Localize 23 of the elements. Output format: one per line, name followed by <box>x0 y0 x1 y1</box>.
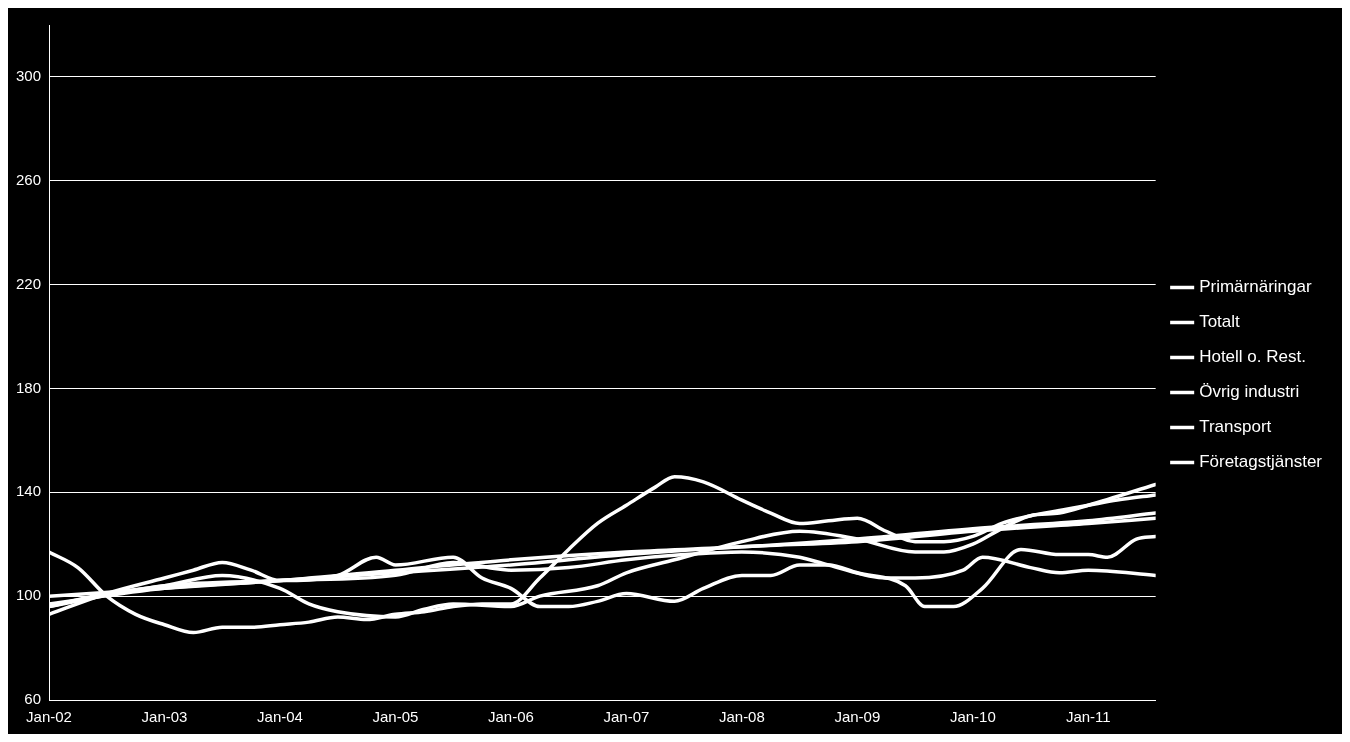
x-tick-label: Jan-10 <box>949 708 996 726</box>
y-tick-label: 140 <box>16 482 42 500</box>
legend-label: Transport <box>1199 417 1272 437</box>
y-tick-label: 220 <box>16 274 42 292</box>
x-tick-label: Jan-09 <box>834 708 881 726</box>
x-tick-label: Jan-11 <box>1065 708 1111 726</box>
y-tick-label: 260 <box>16 170 42 188</box>
y-tick-label: 60 <box>24 690 42 708</box>
y-tick-label: 300 <box>16 67 42 85</box>
y-tick-label: 100 <box>16 586 42 604</box>
x-tick-label: Jan-03 <box>141 708 188 726</box>
x-tick-label: Jan-06 <box>487 708 534 726</box>
legend-label: Företagstjänster <box>1199 452 1323 472</box>
x-tick-label: Jan-08 <box>718 708 765 726</box>
legend-label: Totalt <box>1199 312 1241 332</box>
x-tick-label: Jan-02 <box>26 708 72 726</box>
legend-label: Hotell o. Rest. <box>1199 347 1306 367</box>
y-tick-label: 180 <box>16 378 42 396</box>
x-tick-label: Jan-07 <box>603 708 650 726</box>
legend-label: Primärnäringar <box>1199 277 1312 297</box>
legend-label: Övrig industri <box>1199 382 1300 402</box>
x-tick-label: Jan-05 <box>372 708 419 726</box>
x-tick-label: Jan-04 <box>257 708 303 726</box>
